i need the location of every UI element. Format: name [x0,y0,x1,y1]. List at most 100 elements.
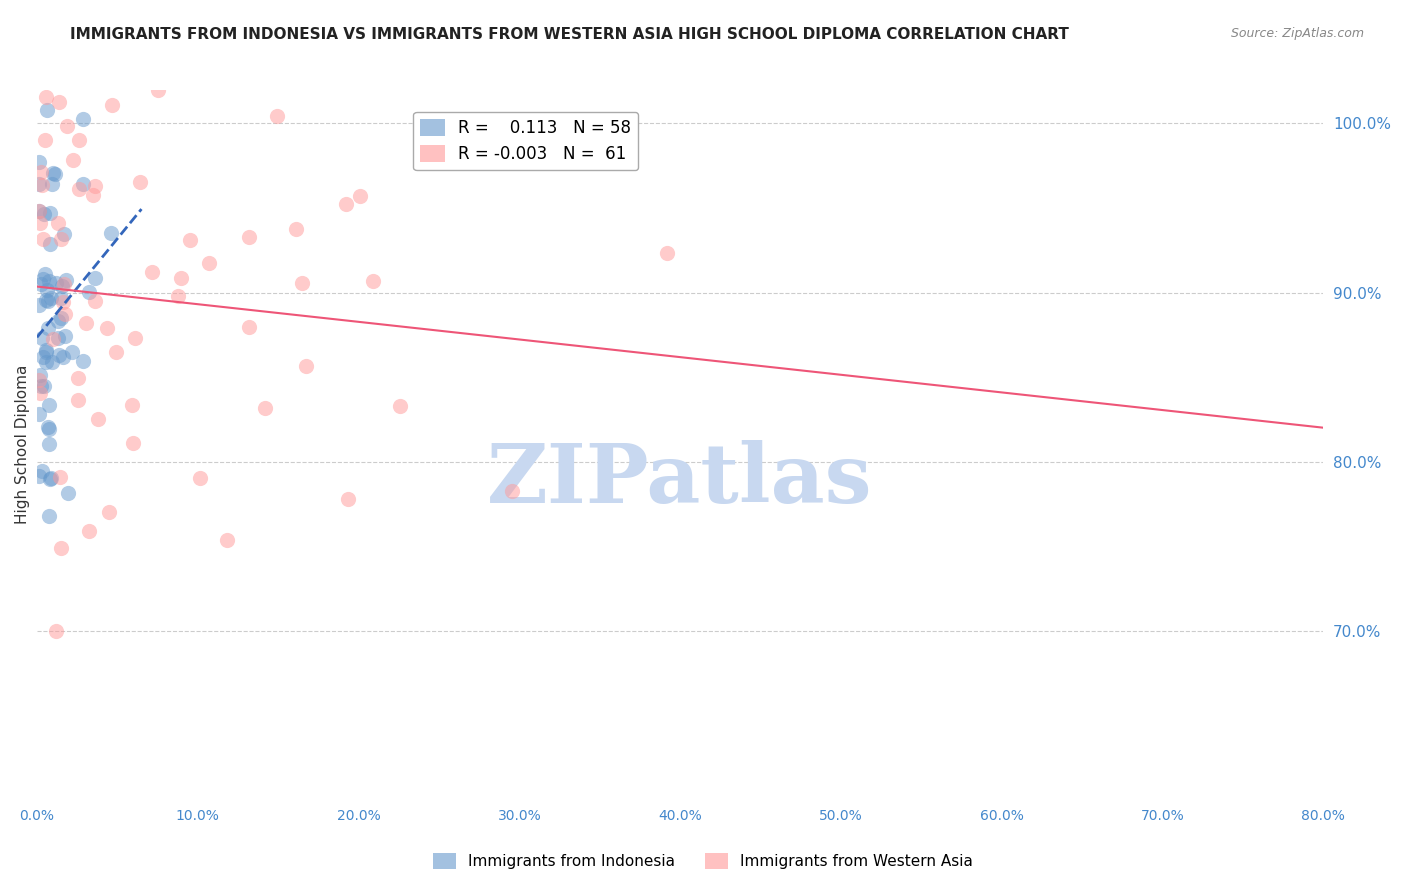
Point [31,464,53,478]
Point [69,133,91,147]
Point [45,276,67,290]
Point [41,355,63,369]
Point [72,354,94,368]
Point [128,175,150,189]
Point [27,373,49,387]
Text: IMMIGRANTS FROM INDONESIA VS IMMIGRANTS FROM WESTERN ASIA HIGH SCHOOL DIPLOMA CO: IMMIGRANTS FROM INDONESIA VS IMMIGRANTS … [70,27,1069,42]
Point [37,293,59,308]
Point [39,472,62,486]
Point [39,205,62,219]
Point [66,370,89,384]
Point [35,344,58,359]
Point [83,178,105,193]
Point [657,246,679,260]
Point [30,277,52,292]
Point [35,90,58,104]
Point [238,320,260,334]
Point [97,505,120,519]
Point [349,189,371,203]
Point [31,331,53,345]
Point [27,155,49,169]
Text: Source: ZipAtlas.com: Source: ZipAtlas.com [1230,27,1364,40]
Point [52,227,75,241]
Point [34,133,56,147]
Point [87,411,110,425]
Point [169,271,191,285]
Point [35,343,58,357]
Point [32,207,55,221]
Point [31,231,53,245]
Point [284,221,307,235]
Point [62,153,84,167]
Point [27,298,49,312]
Point [75,316,97,330]
Point [295,359,318,373]
Point [34,268,56,282]
Point [49,470,72,484]
Point [37,103,59,118]
Point [291,276,314,290]
Point [72,112,94,126]
Point [38,422,60,436]
Point [31,178,53,193]
Point [44,167,66,181]
Point [101,98,124,112]
Point [49,291,72,305]
Point [77,524,100,538]
Point [141,265,163,279]
Point [38,509,60,524]
Point [53,307,76,321]
Point [46,314,69,328]
Point [55,272,77,286]
Point [39,291,62,305]
Point [42,166,65,180]
Point [48,348,70,362]
Point [179,233,201,247]
Point [27,407,49,421]
Point [77,285,100,299]
Point [38,436,60,450]
Point [83,271,105,285]
Point [104,345,127,359]
Point [35,355,58,369]
Point [501,484,523,499]
Point [215,533,238,548]
Point [121,435,143,450]
Point [30,165,52,179]
Point [28,203,51,218]
Legend: R =    0.113   N = 58, R = -0.003   N =  61: R = 0.113 N = 58, R = -0.003 N = 61 [413,112,638,170]
Point [55,120,77,134]
Point [30,379,52,393]
Point [48,95,70,109]
Point [58,486,80,500]
Point [67,392,90,407]
Point [197,256,219,270]
Point [46,331,69,345]
Point [60,345,83,359]
Point [46,216,69,230]
Point [37,320,59,334]
Point [39,471,62,485]
Point [32,378,55,392]
Point [38,274,60,288]
Point [166,289,188,303]
Point [124,331,146,345]
Point [49,541,72,555]
Text: ZIPatlas: ZIPatlas [488,440,873,520]
Point [238,230,260,244]
Point [28,216,51,230]
Point [52,295,75,310]
Point [53,277,76,292]
Point [35,293,58,307]
Point [27,468,49,483]
Point [51,311,73,326]
Point [266,109,288,123]
Point [146,82,169,96]
Point [389,399,412,413]
Point [27,177,49,191]
Point [28,368,51,383]
Point [44,624,66,638]
Point [100,226,122,240]
Point [32,351,55,365]
Point [254,401,277,415]
